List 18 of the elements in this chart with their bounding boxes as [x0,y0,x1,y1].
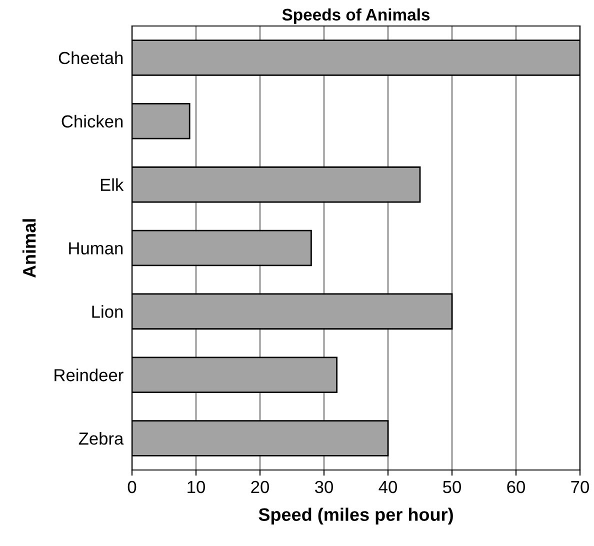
x-tick-label: 60 [507,480,525,494]
y-axis-title: Animal [22,219,36,278]
y-tick-label: Elk [100,178,124,191]
x-axis-title: Speed (miles per hour) [258,508,453,525]
x-tick-label: 30 [315,480,333,494]
x-tick-label: 50 [443,480,461,494]
x-tick-label: 40 [378,480,397,494]
x-tick-label: 10 [188,480,205,494]
y-tick-label: Zebra [78,432,124,445]
y-tick-label: Reindeer [54,368,124,382]
y-tick-label: Chicken [62,114,123,128]
x-tick-label: 0 [128,480,136,494]
y-tick-label: Cheetah [58,51,123,64]
y-tick-label: Human [69,242,123,254]
y-tick-label: Lion [92,305,123,318]
x-tick-label: 70 [571,480,589,494]
x-tick-label: 20 [251,480,269,494]
chart-title: Speeds of Animals [282,8,430,24]
